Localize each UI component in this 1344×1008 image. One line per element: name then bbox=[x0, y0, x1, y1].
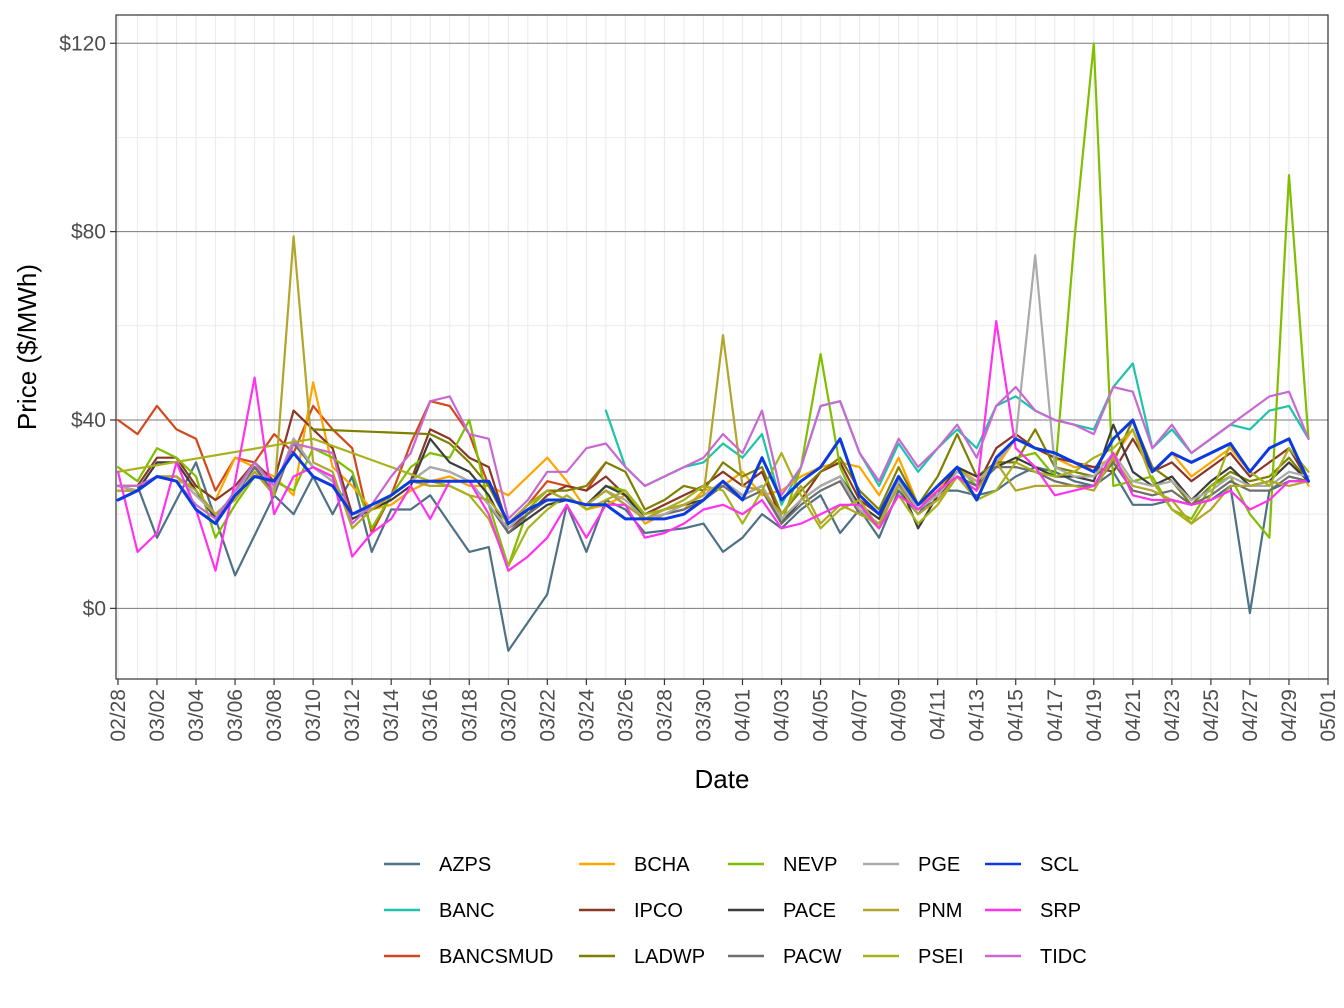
x-tick-label: 03/24 bbox=[575, 689, 598, 742]
x-tick-label: 03/14 bbox=[380, 689, 403, 742]
minor-gridlines bbox=[116, 15, 1328, 679]
x-axis: 02/28 03/02 03/04 03/06 03/08 03/10 03/12 03/14… bbox=[107, 679, 1340, 742]
x-tick-label: 04/03 bbox=[771, 689, 794, 742]
x-tick-label: 03/26 bbox=[614, 689, 637, 742]
x-tick-label: 04/13 bbox=[966, 689, 989, 742]
series-line-ipco bbox=[116, 409, 1310, 530]
x-tick-label: 03/22 bbox=[536, 689, 559, 742]
series-line-scl bbox=[116, 418, 1310, 526]
panel-border bbox=[115, 14, 1329, 680]
y-tick-label: $0 bbox=[83, 597, 106, 620]
series-lines bbox=[116, 42, 1310, 652]
legend-label-azps: AZPS bbox=[439, 854, 491, 876]
x-tick-label: 04/15 bbox=[1005, 689, 1028, 742]
x-tick-label: 05/01 bbox=[1317, 689, 1340, 742]
legend-label-nevp: NEVP bbox=[783, 854, 837, 876]
x-tick-label: 02/28 bbox=[107, 689, 130, 742]
y-axis-title: Price ($/MWh) bbox=[12, 264, 42, 430]
x-axis-title: Date bbox=[695, 764, 750, 794]
legend-label-ladwp: LADWP bbox=[634, 946, 705, 968]
x-tick-label: 03/10 bbox=[302, 689, 325, 742]
legend-label-pace: PACE bbox=[783, 900, 836, 922]
series-line-srp bbox=[116, 320, 1310, 572]
legend-label-bcha: BCHA bbox=[634, 854, 690, 876]
x-tick-label: 04/27 bbox=[1239, 689, 1262, 742]
x-tick-label: 03/16 bbox=[419, 689, 442, 742]
x-tick-label: 04/05 bbox=[810, 689, 833, 742]
x-tick-label: 04/25 bbox=[1200, 689, 1223, 742]
x-tick-label: 03/12 bbox=[341, 689, 364, 742]
y-tick-label: $120 bbox=[59, 32, 106, 55]
legend-label-banc: BANC bbox=[439, 900, 495, 922]
y-tick-label: $80 bbox=[71, 221, 106, 244]
legend-label-scl: SCL bbox=[1040, 854, 1079, 876]
legend-label-psei: PSEI bbox=[918, 946, 964, 968]
series-line-ladwp bbox=[312, 418, 1310, 525]
x-tick-label: 04/01 bbox=[731, 689, 754, 742]
x-tick-label: 03/20 bbox=[497, 689, 520, 742]
legend-label-tidc: TIDC bbox=[1040, 946, 1087, 968]
x-tick-label: 04/21 bbox=[1122, 689, 1145, 742]
x-tick-label: 04/07 bbox=[849, 689, 872, 742]
major-gridlines bbox=[116, 15, 1329, 679]
legend-label-bancsmud: BANCSMUD bbox=[439, 946, 553, 968]
legend-label-pacw: PACW bbox=[783, 946, 842, 968]
legend-label-pge: PGE bbox=[918, 854, 960, 876]
x-tick-label: 04/11 bbox=[927, 689, 950, 740]
x-tick-label: 04/23 bbox=[1161, 689, 1184, 742]
x-tick-label: 04/29 bbox=[1278, 689, 1301, 742]
legend-label-pnm: PNM bbox=[918, 900, 962, 922]
x-tick-label: 03/18 bbox=[458, 689, 481, 742]
x-tick-label: 03/30 bbox=[692, 689, 715, 742]
x-tick-label: 04/19 bbox=[1083, 689, 1106, 742]
x-tick-label: 03/28 bbox=[653, 689, 676, 742]
legend: AZPS BANC BANCSMUD BCHA IPCO LADWP NEVP PACE PAC… bbox=[384, 854, 1087, 968]
series-line-azps bbox=[136, 461, 1310, 652]
x-tick-label: 03/02 bbox=[146, 689, 169, 742]
series-line-pnm bbox=[116, 235, 1310, 530]
legend-label-ipco: IPCO bbox=[634, 900, 683, 922]
x-tick-label: 03/06 bbox=[224, 689, 247, 742]
y-axis: $0 $40 $80 $120 bbox=[59, 32, 116, 620]
legend-label-srp: SRP bbox=[1040, 900, 1081, 922]
x-tick-label: 04/09 bbox=[888, 689, 911, 742]
x-tick-label: 04/17 bbox=[1044, 689, 1067, 742]
x-tick-label: 03/08 bbox=[263, 689, 286, 742]
y-tick-label: $40 bbox=[71, 409, 106, 432]
series-line-tidc bbox=[116, 385, 1310, 525]
x-tick-label: 03/04 bbox=[185, 689, 208, 742]
